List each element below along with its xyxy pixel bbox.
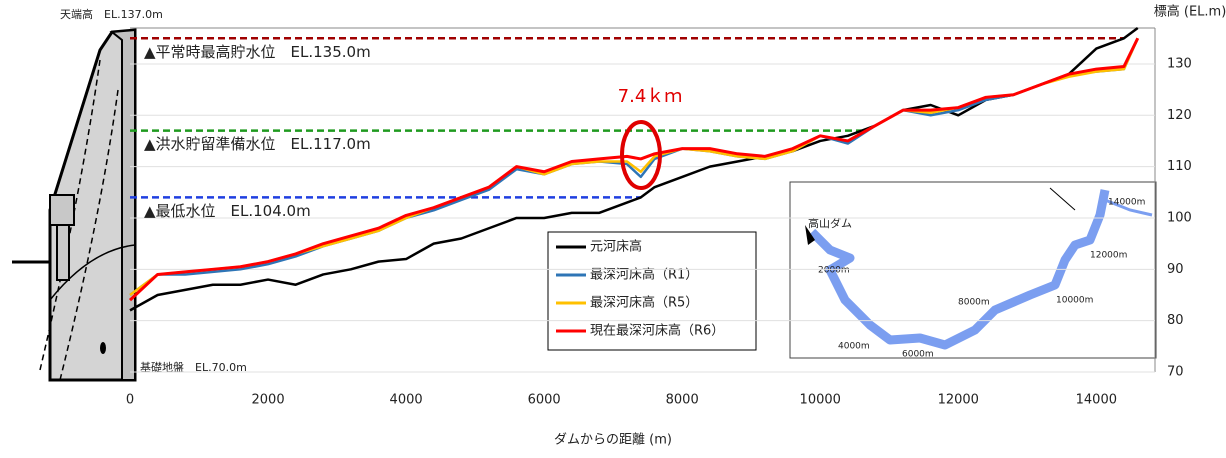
highlight-ellipse [620,120,662,190]
x-tick-label: 2000 [252,393,285,408]
y-tick-label: 100 [1167,210,1192,225]
y-tick-label: 80 [1167,313,1184,328]
y-tick-label: 110 [1167,159,1192,174]
y-tick-label: 70 [1167,365,1184,380]
reference-label: ▲洪水貯留準備水位 EL.117.0m [144,135,371,153]
legend-label: 現在最深河床高（R6） [590,323,724,339]
x-tick-label: 12000 [938,393,979,408]
x-tick-label: 0 [126,393,134,408]
crest-annotation: 天端高 EL.137.0m [60,7,163,21]
inset-label: 6000m [902,350,934,360]
inset-label: 10000m [1056,296,1093,306]
y-tick-label: 130 [1167,56,1192,71]
x-tick-label: 10000 [800,393,841,408]
inset-map: 高山ダム 2000m 4000m 6000m 8000m 10000m 12000m 1400… [789,181,1157,360]
x-axis-label: ダムからの距離 (m) [554,433,672,448]
y-tick-label: 90 [1167,262,1184,277]
series-line [129,26,1139,312]
series-line [128,37,1140,302]
foundation-annotation: 基礎地盤 EL.70.0m [140,361,247,374]
reference-label: ▲平常時最高貯水位 EL.135.0m [144,43,371,61]
x-tick-label: 14000 [1076,393,1117,408]
x-tick-label: 6000 [528,393,561,408]
reference-label: ▲最低水位 EL.104.0m [144,202,311,220]
x-tick-label: 8000 [666,393,699,408]
x-tick-label: 4000 [390,393,423,408]
dam-drawing [12,28,137,382]
series-line [129,37,1139,296]
inset-label: 14000m [1108,198,1145,208]
inset-label: 12000m [1090,251,1127,261]
y-tick-label: 120 [1167,108,1192,123]
inset-label: 高山ダム [808,216,852,230]
legend-label: 元河床高 [590,239,642,255]
inset-label: 2000m [818,266,850,276]
7.4km-annotation: 7.4ｋｍ [618,86,683,107]
legend-label: 最深河床高（R5） [590,295,698,311]
inset-label: 8000m [958,298,990,308]
inset-label: 4000m [838,342,870,352]
y-axis-label: 標高 (EL.m) [1154,4,1226,20]
legend-label: 最深河床高（R1） [590,267,698,283]
